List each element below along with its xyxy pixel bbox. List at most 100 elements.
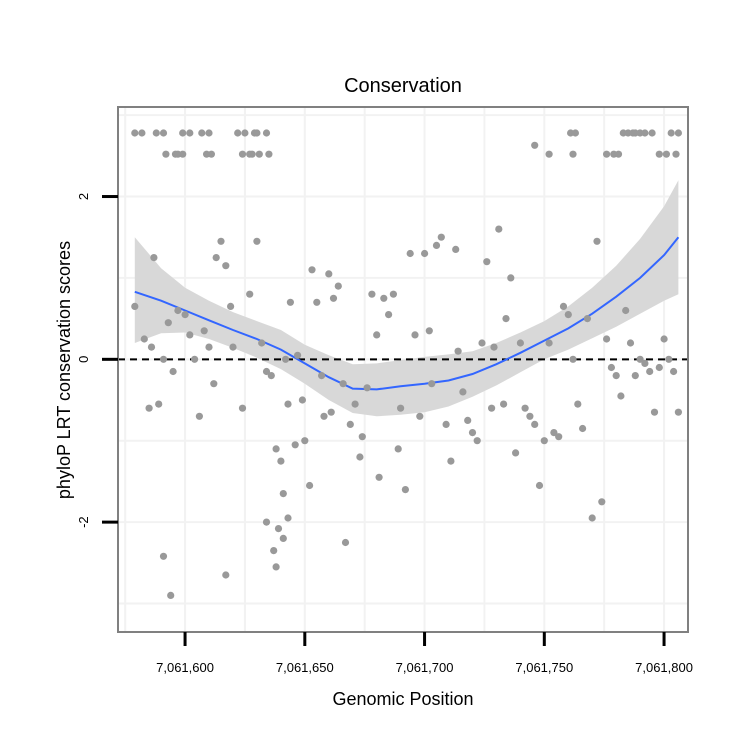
x-axis-label: Genomic Position	[332, 689, 473, 709]
data-point	[320, 412, 328, 420]
data-point	[478, 339, 486, 347]
data-point	[559, 302, 568, 310]
data-point	[550, 429, 558, 437]
smooth-line-layer	[134, 236, 680, 391]
data-point	[373, 331, 381, 339]
data-point	[159, 552, 168, 560]
data-point	[495, 225, 503, 233]
data-point	[569, 355, 577, 363]
x-tick-label: 7,061,600	[156, 660, 214, 675]
data-point	[648, 129, 656, 137]
data-point	[186, 129, 194, 137]
smooth-line	[134, 236, 680, 391]
data-point	[284, 514, 292, 522]
data-point	[674, 129, 683, 137]
data-point	[401, 486, 409, 494]
confidence-band	[134, 180, 679, 417]
data-point	[222, 571, 230, 579]
data-point	[468, 429, 477, 437]
data-point	[447, 457, 455, 465]
data-point	[255, 150, 263, 158]
data-point	[200, 327, 208, 335]
y-tick-label: 2	[76, 193, 91, 200]
y-axis: -2 0 2	[76, 193, 118, 528]
data-point	[389, 290, 397, 298]
data-point	[428, 380, 436, 388]
data-point	[356, 453, 364, 461]
data-point	[186, 331, 194, 339]
x-tick-label: 7,061,650	[276, 660, 334, 675]
data-point	[334, 282, 342, 290]
data-point	[272, 563, 280, 571]
data-point	[464, 416, 472, 424]
data-point	[267, 372, 275, 380]
data-point	[593, 237, 601, 245]
data-point	[670, 367, 678, 376]
y-tick-label: -2	[76, 516, 91, 528]
data-point	[279, 490, 287, 498]
data-point	[152, 129, 160, 137]
data-point	[284, 400, 292, 408]
x-axis: 7,061,600 7,061,650 7,061,700 7,061,750 7,06…	[156, 632, 693, 675]
chart-title: Conservation	[344, 75, 462, 97]
data-point	[301, 437, 309, 445]
data-point	[294, 351, 302, 359]
data-point	[607, 363, 616, 372]
data-point	[425, 327, 433, 335]
data-point	[626, 339, 635, 347]
data-point	[437, 233, 445, 241]
data-point	[150, 254, 158, 262]
data-point	[394, 445, 402, 453]
data-point	[181, 311, 189, 319]
data-point	[179, 150, 187, 158]
data-point	[535, 481, 544, 490]
data-point	[416, 412, 424, 420]
data-point	[363, 384, 371, 392]
data-point	[655, 363, 663, 372]
data-point	[318, 372, 326, 380]
data-point	[483, 258, 491, 266]
data-point	[286, 298, 294, 306]
data-point	[270, 547, 278, 555]
data-point	[358, 433, 366, 441]
points-layer	[131, 129, 683, 600]
data-point	[421, 249, 429, 258]
data-point	[603, 150, 611, 158]
data-point	[614, 150, 623, 158]
data-point	[258, 339, 266, 347]
data-point	[368, 290, 376, 298]
data-point	[131, 302, 139, 310]
data-point	[452, 245, 460, 253]
data-point	[234, 129, 242, 137]
data-point	[217, 237, 225, 245]
data-point	[674, 408, 683, 416]
data-point	[380, 294, 388, 302]
data-point	[411, 331, 419, 339]
data-point	[162, 150, 170, 158]
confidence-band-layer	[134, 180, 679, 417]
data-point	[490, 343, 498, 351]
data-point	[385, 311, 393, 319]
data-point	[526, 412, 534, 420]
data-point	[603, 335, 611, 343]
data-point	[507, 274, 515, 282]
data-point	[641, 359, 649, 367]
data-point	[272, 445, 280, 453]
data-point	[655, 150, 663, 158]
data-point	[579, 424, 587, 433]
data-point	[205, 129, 213, 137]
data-point	[646, 367, 654, 376]
data-point	[375, 473, 383, 481]
data-point	[325, 270, 333, 278]
data-point	[210, 380, 218, 388]
data-point	[346, 420, 354, 428]
data-point	[617, 392, 625, 400]
y-tick-label: 0	[76, 356, 91, 363]
data-point	[488, 404, 496, 412]
data-point	[191, 355, 199, 363]
data-point	[641, 129, 649, 137]
data-point	[227, 302, 235, 310]
data-point	[397, 404, 405, 412]
data-point	[167, 591, 175, 600]
